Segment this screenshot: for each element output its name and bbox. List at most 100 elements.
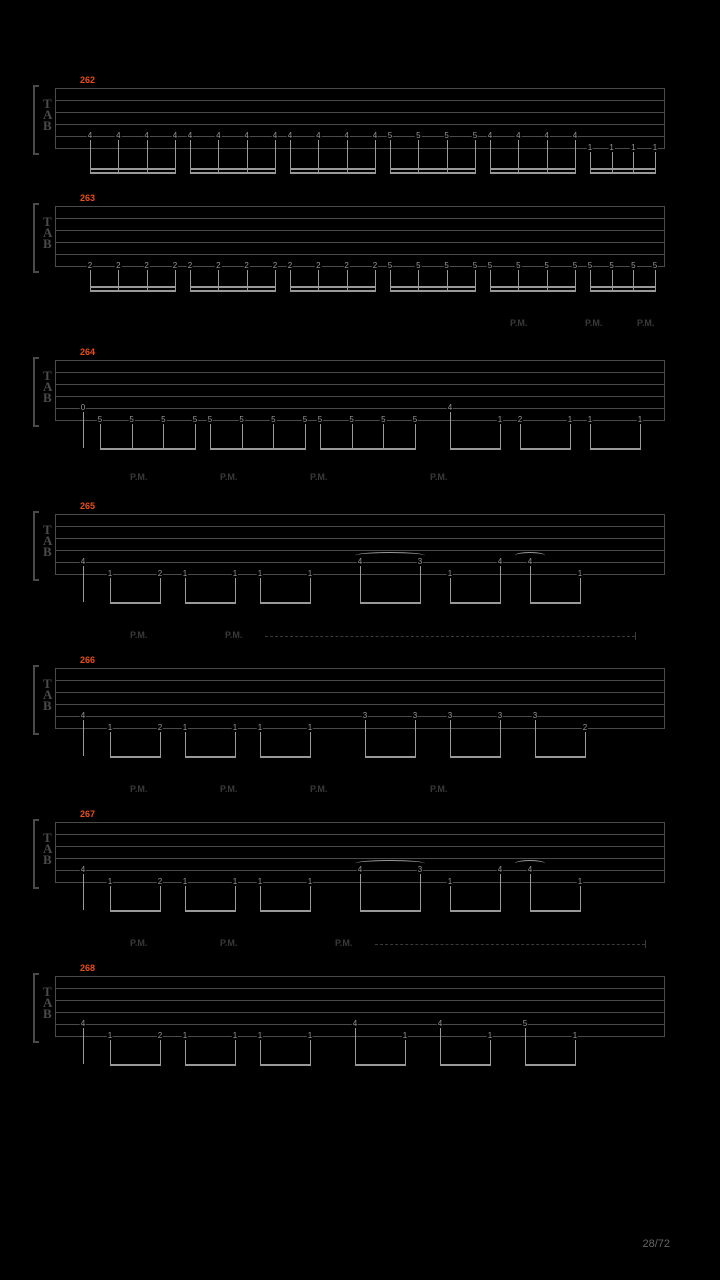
note-stem xyxy=(640,424,641,448)
note-stem xyxy=(310,1040,311,1064)
palm-mute-label: P.M. xyxy=(637,318,654,328)
staff-line xyxy=(55,680,665,681)
fret-number: 4 xyxy=(143,132,149,140)
staff: TAB0555555555555412111 xyxy=(55,360,665,420)
fret-number: 4 xyxy=(315,132,321,140)
note-stem xyxy=(490,1040,491,1064)
staff-line xyxy=(55,834,665,835)
note-stem xyxy=(585,732,586,756)
fret-number: 2 xyxy=(87,262,93,270)
staff-bracket xyxy=(33,85,39,155)
staff-line xyxy=(55,384,665,385)
staff-line xyxy=(55,1000,665,1001)
fret-number: 1 xyxy=(608,144,614,152)
fret-number: 4 xyxy=(372,132,378,140)
tab-label: TAB xyxy=(43,206,52,266)
beam xyxy=(390,172,476,174)
fret-number: 1 xyxy=(257,570,263,578)
beam xyxy=(450,448,501,450)
fret-number: 5 xyxy=(522,1020,528,1028)
fret-number: 1 xyxy=(572,1032,578,1040)
staff-line xyxy=(55,206,665,207)
note-stem xyxy=(110,886,111,910)
palm-mute-row: P.M.P.M.P.M.P.M. xyxy=(55,472,665,487)
note-stem xyxy=(132,424,133,448)
measure: 262TAB444444444444555544441111 xyxy=(55,88,665,148)
fret-number: 2 xyxy=(115,262,121,270)
fret-number: 1 xyxy=(232,724,238,732)
beam xyxy=(360,602,421,604)
barline xyxy=(55,514,56,574)
fret-number: 5 xyxy=(587,262,593,270)
fret-number: 2 xyxy=(517,416,523,424)
note-stem xyxy=(405,1040,406,1064)
beam xyxy=(190,290,276,292)
staff-line xyxy=(55,100,665,101)
note-stem xyxy=(110,732,111,756)
note-stem xyxy=(110,578,111,602)
fret-number: 2 xyxy=(157,724,163,732)
fret-number: 2 xyxy=(315,262,321,270)
fret-number: 1 xyxy=(497,416,503,424)
palm-mute-label: P.M. xyxy=(220,784,237,794)
fret-number: 4 xyxy=(272,132,278,140)
fret-number: 2 xyxy=(272,262,278,270)
fret-number: 4 xyxy=(80,866,86,874)
note-stem xyxy=(450,578,451,602)
barline xyxy=(55,668,56,728)
beam xyxy=(360,910,421,912)
staff-line xyxy=(55,372,665,373)
fret-number: 5 xyxy=(207,416,213,424)
fret-number: 5 xyxy=(515,262,521,270)
fret-number: 4 xyxy=(187,132,193,140)
fret-number: 3 xyxy=(417,866,423,874)
barline xyxy=(664,976,665,1036)
barline xyxy=(664,88,665,148)
barline xyxy=(55,822,56,882)
note-stem xyxy=(83,720,84,756)
note-stem xyxy=(185,578,186,602)
note-stem xyxy=(440,1028,441,1064)
note-stem xyxy=(160,732,161,756)
palm-mute-label: P.M. xyxy=(310,472,327,482)
note-stem xyxy=(83,412,84,448)
fret-number: 1 xyxy=(447,570,453,578)
note-stem xyxy=(355,1028,356,1064)
note-stem xyxy=(365,720,366,756)
note-stem xyxy=(195,424,196,448)
beam xyxy=(190,168,276,170)
beam xyxy=(390,290,476,292)
staff-line xyxy=(55,716,665,717)
tie xyxy=(515,552,545,559)
barline xyxy=(664,514,665,574)
measure-number: 268 xyxy=(80,963,95,973)
fret-number: 5 xyxy=(317,416,323,424)
measure-number: 265 xyxy=(80,501,95,511)
fret-number: 5 xyxy=(387,132,393,140)
note-stem xyxy=(590,424,591,448)
note-stem xyxy=(83,566,84,602)
beam xyxy=(450,756,501,758)
note-stem xyxy=(235,732,236,756)
measure: 267TAB4121111431441 xyxy=(55,822,665,882)
note-stem xyxy=(500,424,501,448)
barline xyxy=(55,360,56,420)
fret-number: 2 xyxy=(343,262,349,270)
fret-number: 4 xyxy=(437,1020,443,1028)
note-stem xyxy=(360,566,361,602)
note-stem xyxy=(500,720,501,756)
beam xyxy=(110,602,161,604)
fret-number: 2 xyxy=(143,262,149,270)
fret-number: 5 xyxy=(192,416,198,424)
fret-number: 4 xyxy=(447,404,453,412)
beam xyxy=(440,1064,491,1066)
fret-number: 1 xyxy=(402,1032,408,1040)
fret-number: 4 xyxy=(87,132,93,140)
fret-number: 2 xyxy=(582,724,588,732)
tab-label: TAB xyxy=(43,668,52,728)
fret-number: 4 xyxy=(215,132,221,140)
staff-bracket xyxy=(33,203,39,273)
fret-number: 1 xyxy=(307,570,313,578)
staff-line xyxy=(55,230,665,231)
fret-number: 4 xyxy=(357,558,363,566)
